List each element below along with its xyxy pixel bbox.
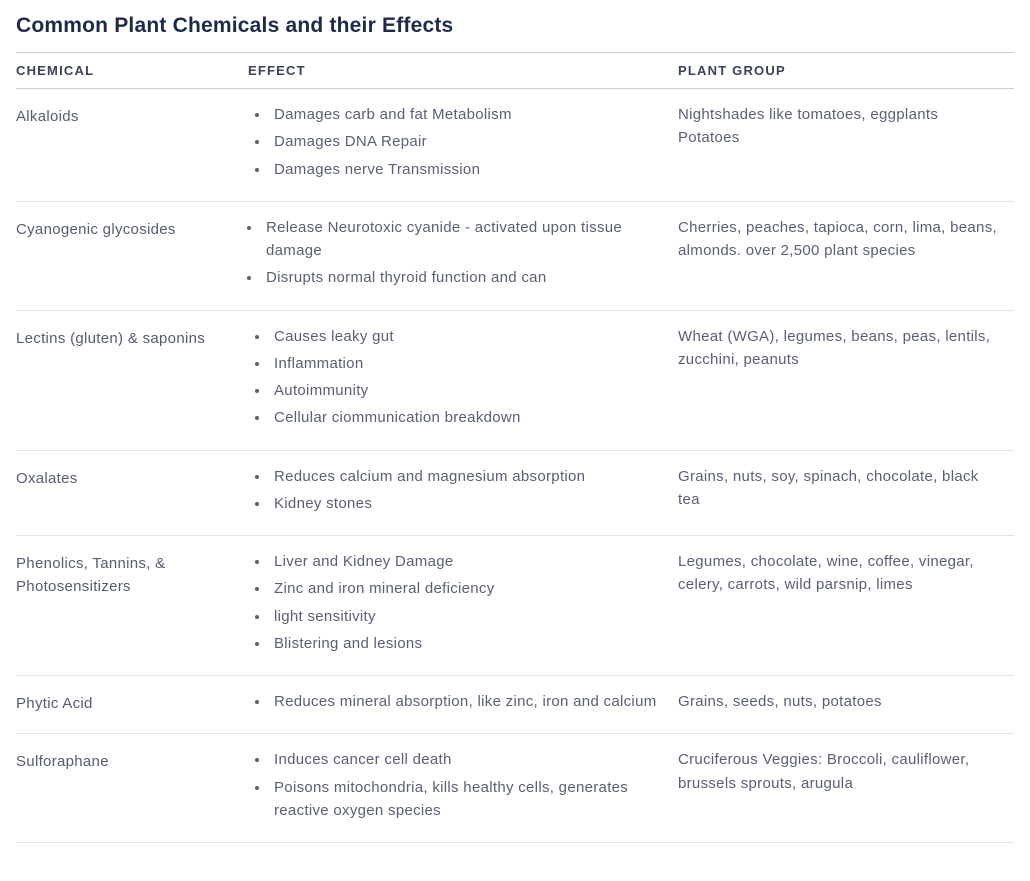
cell-effect: Reduces mineral absorption, like zinc, i…: [248, 676, 678, 734]
col-chemical: CHEMICAL: [16, 53, 248, 89]
cell-plant-group: Legumes, chocolate, wine, coffee, vinega…: [678, 536, 1014, 676]
cell-effect: Reduces calcium and magnesium absorption…: [248, 450, 678, 536]
cell-plant-group: Cherries, peaches, tapioca, corn, lima, …: [678, 201, 1014, 310]
cell-chemical: Cyanogenic glycosides: [16, 201, 248, 310]
effect-item: Cellular ciommunication breakdown: [270, 406, 666, 429]
effect-item: Release Neurotoxic cyanide - activated u…: [262, 216, 666, 263]
cell-effect: Induces cancer cell death Poisons mitocho…: [248, 734, 678, 843]
effect-list: Induces cancer cell death Poisons mitocho…: [248, 748, 666, 822]
col-plant: PLANT GROUP: [678, 53, 1014, 89]
cell-chemical: Alkaloids: [16, 89, 248, 202]
table-row: OxalatesReduces calcium and magnesium ab…: [16, 450, 1014, 536]
cell-plant-group: Wheat (WGA), legumes, beans, peas, lenti…: [678, 310, 1014, 450]
plant-group-text: Grains, nuts, soy, spinach, chocolate, b…: [678, 465, 1002, 512]
cell-plant-group: Cruciferous Veggies: Broccoli, cauliflow…: [678, 734, 1014, 843]
cell-chemical: Phenolics, Tannins, & Photosensitizers: [16, 536, 248, 676]
effect-item: light sensitivity: [270, 605, 666, 628]
effect-item: Induces cancer cell death: [270, 748, 666, 771]
effect-item: Disrupts normal thyroid function and can: [262, 266, 666, 289]
effect-item: Reduces calcium and magnesium absorption: [270, 465, 666, 488]
cell-chemical: Phytic Acid: [16, 676, 248, 734]
effect-item: Zinc and iron mineral deficiency: [270, 577, 666, 600]
effect-item: Liver and Kidney Damage: [270, 550, 666, 573]
cell-chemical: Lectins (gluten) & saponins: [16, 310, 248, 450]
page: Common Plant Chemicals and their Effects…: [0, 0, 1030, 863]
plant-group-text: Nightshades like tomatoes, eggplants Pot…: [678, 103, 1002, 150]
table-header: CHEMICAL EFFECT PLANT GROUP: [16, 53, 1014, 89]
table-body: AlkaloidsDamages carb and fat Metabolism…: [16, 89, 1014, 843]
plant-group-text: Cruciferous Veggies: Broccoli, cauliflow…: [678, 748, 1002, 795]
cell-effect: Liver and Kidney Damage Zinc and iron min…: [248, 536, 678, 676]
effect-item: Causes leaky gut: [270, 325, 666, 348]
cell-effect: Damages carb and fat Metabolism Damages D…: [248, 89, 678, 202]
effect-item: Autoimmunity: [270, 379, 666, 402]
effect-item: Damages DNA Repair: [270, 130, 666, 153]
table-row: Phenolics, Tannins, & PhotosensitizersLi…: [16, 536, 1014, 676]
effect-item: Kidney stones: [270, 492, 666, 515]
effect-item: Poisons mitochondria, kills healthy cell…: [270, 776, 666, 823]
cell-plant-group: Grains, seeds, nuts, potatoes: [678, 676, 1014, 734]
cell-chemical: Oxalates: [16, 450, 248, 536]
effect-item: Blistering and lesions: [270, 632, 666, 655]
cell-effect: Causes leaky gut Inflammation Autoimmunity…: [248, 310, 678, 450]
effect-item: Damages carb and fat Metabolism: [270, 103, 666, 126]
cell-plant-group: Nightshades like tomatoes, eggplants Pot…: [678, 89, 1014, 202]
table-row: Phytic Acid Reduces mineral absorption, l…: [16, 676, 1014, 734]
plant-group-text: Grains, seeds, nuts, potatoes: [678, 690, 1002, 713]
effect-item: Inflammation: [270, 352, 666, 375]
effect-item: Reduces mineral absorption, like zinc, i…: [270, 690, 666, 713]
effect-item: Damages nerve Transmission: [270, 158, 666, 181]
chemicals-table: CHEMICAL EFFECT PLANT GROUP AlkaloidsDam…: [16, 52, 1014, 843]
col-effect: EFFECT: [248, 53, 678, 89]
table-row: AlkaloidsDamages carb and fat Metabolism…: [16, 89, 1014, 202]
table-row: Lectins (gluten) & saponinsCauses leaky …: [16, 310, 1014, 450]
page-title: Common Plant Chemicals and their Effects: [16, 14, 1014, 38]
plant-group-text: Wheat (WGA), legumes, beans, peas, lenti…: [678, 325, 1002, 372]
effect-list: Reduces mineral absorption, like zinc, i…: [248, 690, 666, 713]
effect-list: Liver and Kidney Damage Zinc and iron min…: [248, 550, 666, 655]
plant-group-text: Legumes, chocolate, wine, coffee, vinega…: [678, 550, 1002, 597]
cell-plant-group: Grains, nuts, soy, spinach, chocolate, b…: [678, 450, 1014, 536]
plant-group-text: Cherries, peaches, tapioca, corn, lima, …: [678, 216, 1002, 263]
effect-list: Release Neurotoxic cyanide - activated u…: [248, 216, 666, 290]
table-row: Sulforaphane Induces cancer cell death Poi…: [16, 734, 1014, 843]
cell-effect: Release Neurotoxic cyanide - activated u…: [248, 201, 678, 310]
effect-list: Causes leaky gut Inflammation Autoimmunity…: [248, 325, 666, 430]
effect-list: Damages carb and fat Metabolism Damages D…: [248, 103, 666, 181]
table-row: Cyanogenic glycosides Release Neurotoxic …: [16, 201, 1014, 310]
cell-chemical: Sulforaphane: [16, 734, 248, 843]
effect-list: Reduces calcium and magnesium absorption…: [248, 465, 666, 516]
